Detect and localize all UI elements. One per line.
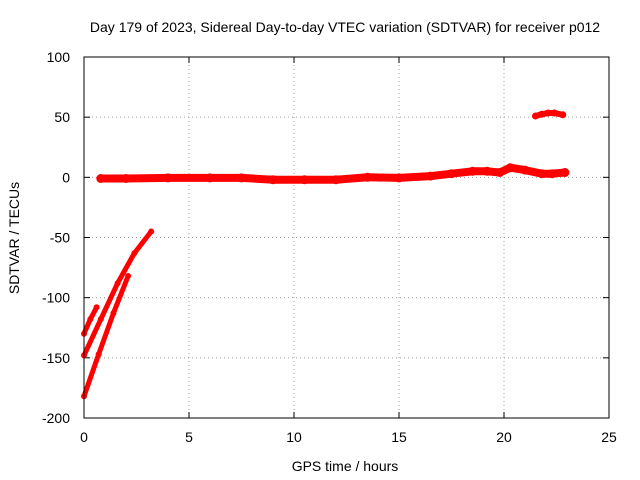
data-point: [95, 351, 102, 358]
x-tick-label: 15: [391, 429, 407, 445]
y-tick-label: -50: [50, 230, 70, 246]
data-point: [559, 111, 567, 119]
data-point: [447, 169, 456, 179]
x-tick-label: 20: [496, 429, 512, 445]
grid-lines: [84, 57, 609, 418]
y-tick-label: 50: [54, 109, 70, 125]
data-point: [550, 109, 558, 117]
data-point: [560, 168, 570, 177]
data-point: [331, 175, 341, 185]
data-point: [148, 228, 155, 235]
data-point: [426, 171, 435, 181]
data-point: [547, 169, 557, 179]
data-point: [97, 316, 104, 323]
data-point: [520, 165, 530, 175]
data-point: [300, 175, 309, 185]
y-axis-label: SDTVAR / TECUs: [6, 182, 22, 294]
x-tick-label: 25: [601, 429, 617, 445]
data-point: [532, 112, 539, 120]
data-point: [121, 174, 131, 183]
x-tick-label: 10: [286, 429, 302, 445]
data-point: [505, 163, 515, 173]
data-point: [544, 109, 552, 117]
chart-title: Day 179 of 2023, Sidereal Day-to-day VTE…: [90, 19, 600, 35]
data-point: [163, 173, 173, 183]
data-point: [96, 174, 106, 183]
data-point: [125, 273, 132, 279]
data-point: [363, 172, 372, 182]
data-point: [87, 316, 94, 323]
data-point: [114, 280, 121, 287]
x-tick-label: 0: [80, 429, 88, 445]
data-point: [468, 166, 477, 176]
data-point: [537, 169, 547, 179]
data-point: [237, 173, 246, 183]
data-point: [110, 310, 117, 317]
y-tick-label: 100: [47, 49, 71, 65]
y-tick-label: 0: [62, 169, 70, 185]
data-point: [394, 173, 404, 183]
data-point: [482, 166, 492, 176]
data-series: [81, 109, 570, 400]
data-point: [205, 173, 215, 183]
data-point: [131, 250, 138, 257]
axis-ticks: 0 5 10 15 20 25 100 50 0 -50 -100 -150 -200: [42, 49, 617, 445]
series-arc-3: [81, 273, 131, 399]
data-point: [93, 304, 100, 311]
plot-border: [83, 56, 610, 419]
x-axis-label: GPS time / hours: [292, 458, 399, 474]
y-tick-label: -150: [42, 350, 70, 366]
data-point: [268, 175, 278, 185]
series-arc-2: [81, 229, 154, 358]
x-tick-label: 5: [185, 429, 193, 445]
y-tick-label: -200: [42, 410, 70, 426]
data-point: [495, 168, 505, 177]
data-point: [538, 110, 546, 118]
y-tick-label: -100: [42, 290, 70, 306]
